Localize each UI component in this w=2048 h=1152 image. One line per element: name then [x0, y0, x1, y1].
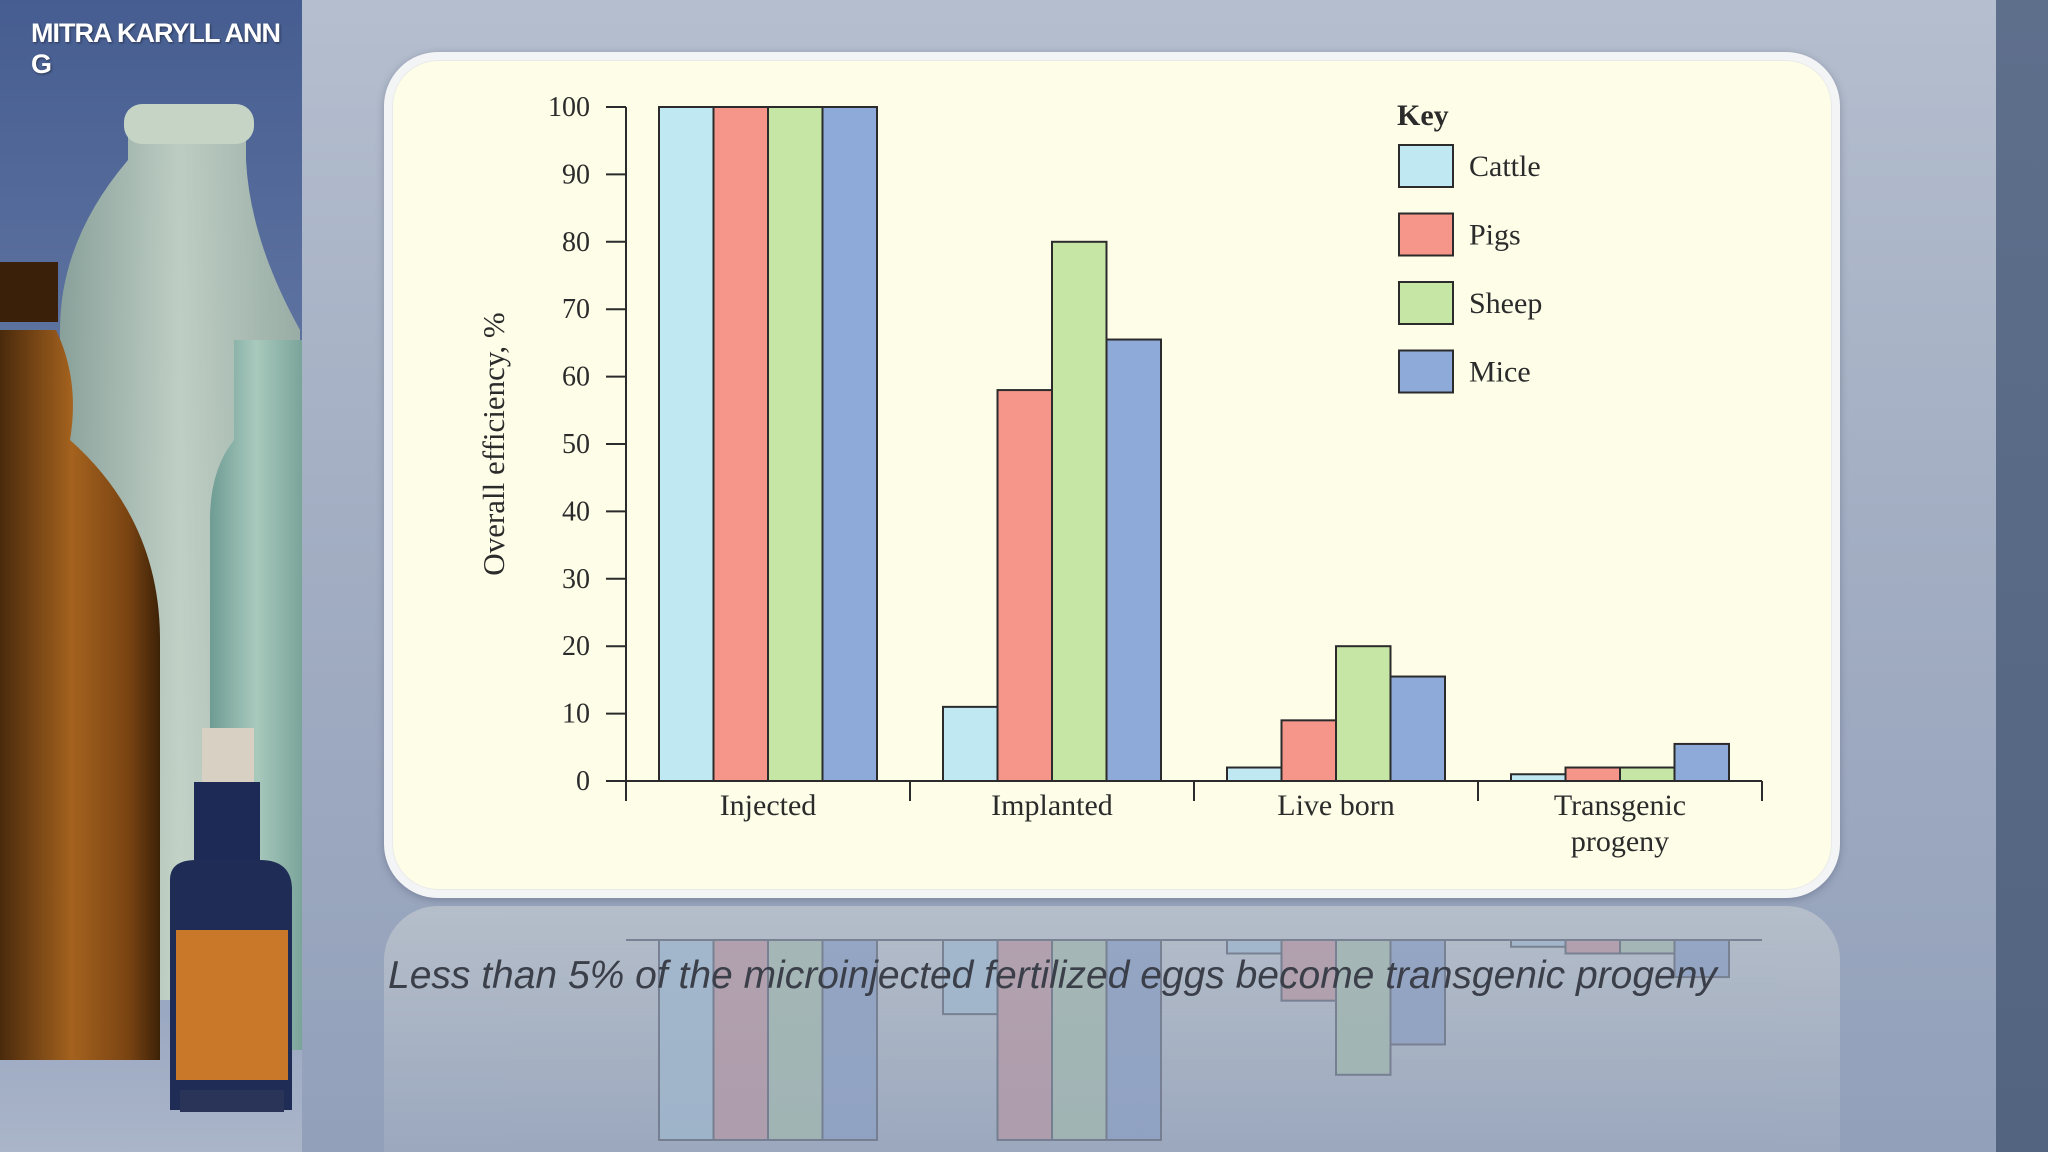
reflection-bar — [1051, 939, 1108, 1141]
bar-cattle-3 — [1510, 773, 1567, 783]
y-tick-label: 20 — [562, 631, 590, 662]
legend-label-pigs: Pigs — [1469, 219, 1521, 252]
bar-sheep-1 — [1051, 240, 1108, 783]
legend-label-cattle: Cattle — [1469, 150, 1541, 183]
chart-card: 0 10 20 30 40 50 60 70 80 90 100 Overall efficiency… — [384, 52, 1840, 898]
bar-pigs-1 — [996, 389, 1053, 782]
bar-mice-1 — [1105, 338, 1162, 782]
chart-bars — [658, 106, 1730, 783]
bar-cattle-0 — [658, 106, 715, 782]
reflection-bar — [996, 939, 1053, 1141]
y-tick-label: 50 — [562, 429, 590, 460]
reflection-bar — [1510, 939, 1567, 948]
reflection-graphic — [626, 939, 1762, 1141]
bar-mice-0 — [821, 106, 878, 782]
caption-text: Less than 5% of the microinjected fertil… — [388, 954, 1717, 997]
chart-labels: 0 10 20 30 40 50 60 70 80 90 100 Overall efficiency… — [476, 92, 1686, 858]
right-edge-stripe — [1996, 0, 2048, 1152]
bar-mice-2 — [1389, 675, 1446, 783]
reflection-bar — [712, 939, 769, 1141]
reflection-bar — [1105, 939, 1162, 1141]
chart-legend: Key Cattle Pigs Sheep Mice — [1397, 99, 1542, 394]
legend-swatch-pigs — [1398, 212, 1454, 257]
y-tick-label: 60 — [562, 362, 590, 393]
x-tick-label: Implanted — [991, 789, 1113, 822]
y-tick-label: 70 — [562, 294, 590, 325]
legend-swatch-mice — [1398, 349, 1454, 394]
reflection-bar — [767, 939, 824, 1141]
reflection-bar — [1673, 939, 1730, 979]
reflection-bar — [942, 939, 999, 1016]
legend-title: Key — [1397, 99, 1449, 132]
photo-panel: MITRA KARYLL ANN G — [0, 0, 302, 1152]
reflection-bar — [1280, 939, 1337, 1002]
bar-sheep-0 — [767, 106, 824, 782]
author-name: MITRA KARYLL ANN G — [31, 18, 281, 79]
reflection-bar — [821, 939, 878, 1141]
reflection-bar — [1619, 939, 1676, 955]
bar-pigs-0 — [712, 106, 769, 782]
legend-label-mice: Mice — [1469, 356, 1531, 389]
bar-sheep-2 — [1335, 645, 1392, 783]
bar-cattle-1 — [942, 705, 999, 782]
bar-sheep-3 — [1619, 766, 1676, 783]
chart-reflection — [384, 906, 1840, 1152]
bottles-image — [0, 0, 302, 1152]
reflection-bar — [1226, 939, 1283, 955]
bar-cattle-2 — [1226, 766, 1283, 783]
legend-label-sheep: Sheep — [1469, 287, 1542, 320]
bar-mice-3 — [1673, 742, 1730, 782]
y-tick-label: 100 — [548, 92, 590, 123]
reflection-bar — [1389, 939, 1446, 1046]
bar-chart: 0 10 20 30 40 50 60 70 80 90 100 Overall efficiency… — [476, 92, 1763, 858]
legend-swatch-cattle — [1398, 144, 1454, 188]
x-tick-label: Injected — [720, 789, 817, 822]
y-tick-label: 0 — [576, 766, 590, 797]
y-tick-label: 90 — [562, 159, 590, 190]
legend-swatch-sheep — [1398, 281, 1454, 325]
bar-pigs-3 — [1564, 766, 1621, 783]
y-tick-label: 30 — [562, 564, 590, 595]
x-tick-label: Live born — [1277, 789, 1394, 822]
y-tick-label: 40 — [562, 496, 590, 527]
reflection-bar — [1335, 939, 1392, 1076]
y-tick-label: 10 — [562, 699, 590, 730]
reflection-bar — [1564, 939, 1621, 955]
reflection-bar — [658, 939, 715, 1141]
y-axis-label: Overall efficiency, % — [476, 312, 511, 575]
x-tick-label: Transgenic progeny — [1554, 789, 1686, 858]
bar-pigs-2 — [1280, 719, 1337, 783]
y-tick-label: 80 — [562, 227, 590, 258]
